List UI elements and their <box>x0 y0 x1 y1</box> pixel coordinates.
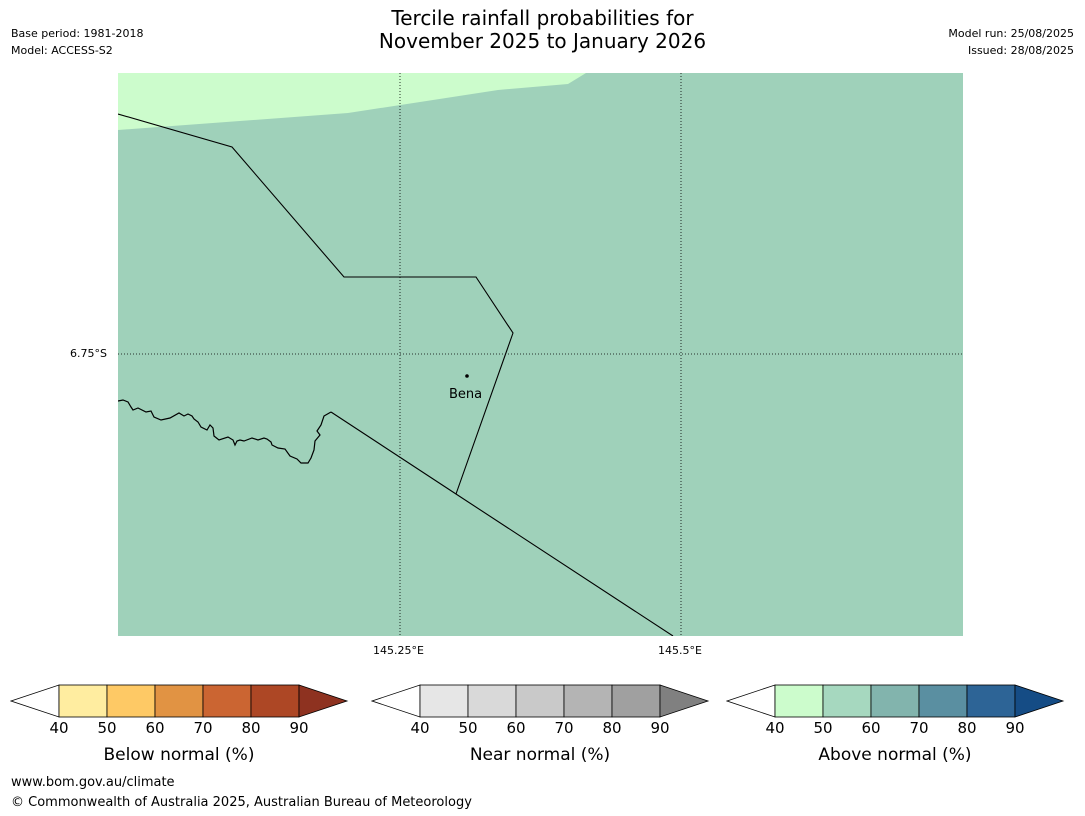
issued-label: Issued: 28/08/2025 <box>967 44 1074 57</box>
colorbar-above-title: Above normal (%) <box>818 745 972 765</box>
colorbar-below-tick: 60 <box>145 719 165 737</box>
colorbar-near-tick: 90 <box>650 719 670 737</box>
colorbar-near-tick: 70 <box>554 719 574 737</box>
longitude-label-2: 145.5°E <box>658 644 702 657</box>
map-title-line-2: November 2025 to January 2026 <box>378 29 707 53</box>
province-boundary-south <box>330 411 674 636</box>
colorbar-above-extend-high <box>1014 684 1065 718</box>
place-label-bena: Bena <box>449 387 483 402</box>
colorbar-below-segment-5 <box>250 684 300 718</box>
colorbar-near-segment-2 <box>467 684 517 718</box>
colorbar-above-tick: 60 <box>861 719 881 737</box>
probability-fill-50-60 <box>118 73 963 636</box>
colorbar-above-segment-4 <box>918 684 968 718</box>
colorbar-below-segment-1 <box>58 684 108 718</box>
colorbar-near-title: Near normal (%) <box>469 745 611 765</box>
model-run-label: Model run: 25/08/2025 <box>948 27 1074 40</box>
colorbar-below-tick: 40 <box>49 719 69 737</box>
probability-fill-40-50 <box>118 73 586 130</box>
colorbar-below-segment-4 <box>202 684 252 718</box>
province-boundary-north <box>118 113 514 495</box>
colorbar-below-title: Below normal (%) <box>103 745 255 765</box>
colorbar-above-segment-3 <box>870 684 920 718</box>
latitude-label: 6.75°S <box>70 347 107 360</box>
colorbar-above-segment-2 <box>822 684 872 718</box>
colorbar-below-normal <box>10 684 349 718</box>
colorbar-above-segment-1 <box>774 684 824 718</box>
colorbar-near-normal <box>371 684 710 718</box>
colorbar-above-tick: 40 <box>765 719 785 737</box>
forecast-map <box>118 73 963 636</box>
colorbar-near-tick: 80 <box>602 719 622 737</box>
model-label: Model: ACCESS-S2 <box>11 44 113 57</box>
longitude-label-1: 145.25°E <box>373 644 424 657</box>
coastline <box>118 399 332 464</box>
town-marker <box>465 374 469 378</box>
colorbar-above-extend-low <box>726 684 776 718</box>
colorbar-near-segment-3 <box>515 684 565 718</box>
colorbar-below-tick: 90 <box>289 719 309 737</box>
colorbar-below-tick: 80 <box>241 719 261 737</box>
colorbar-above-tick: 50 <box>813 719 833 737</box>
colorbar-above-tick: 90 <box>1005 719 1025 737</box>
colorbar-below-extend-low <box>10 684 60 718</box>
colorbar-below-tick: 70 <box>193 719 213 737</box>
colorbar-near-tick: 50 <box>458 719 478 737</box>
colorbar-near-segment-5 <box>611 684 661 718</box>
colorbar-below-tick: 50 <box>97 719 117 737</box>
map-title-line-1: Tercile rainfall probabilities for <box>391 6 694 30</box>
base-period-label: Base period: 1981-2018 <box>11 27 144 40</box>
colorbar-near-extend-low <box>371 684 421 718</box>
colorbar-below-segment-3 <box>154 684 204 718</box>
footer-copyright: © Commonwealth of Australia 2025, Austra… <box>11 795 472 810</box>
colorbar-above-tick: 80 <box>957 719 977 737</box>
colorbar-below-segment-2 <box>106 684 156 718</box>
colorbar-near-extend-high <box>659 684 710 718</box>
colorbar-near-tick: 60 <box>506 719 526 737</box>
colorbar-above-tick: 70 <box>909 719 929 737</box>
colorbar-near-segment-4 <box>563 684 613 718</box>
colorbar-above-segment-5 <box>966 684 1016 718</box>
colorbar-above-normal <box>726 684 1065 718</box>
footer-url: www.bom.gov.au/climate <box>11 775 175 790</box>
colorbar-near-segment-1 <box>419 684 469 718</box>
colorbar-below-extend-high <box>298 684 349 718</box>
colorbar-near-tick: 40 <box>410 719 430 737</box>
